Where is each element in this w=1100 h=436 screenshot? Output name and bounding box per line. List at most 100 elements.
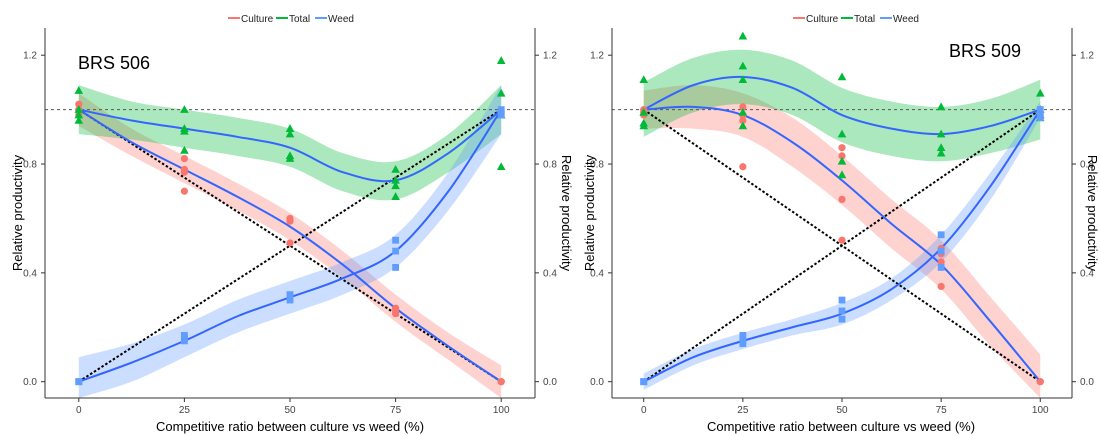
data-point-weed — [1036, 106, 1044, 114]
fit-line-culture — [78, 108, 502, 383]
y-tick-label: 0.8 — [590, 160, 604, 171]
x-tick-label: 100 — [1032, 405, 1049, 416]
chart-brs-509: Culture Total Weed 0 25 50 75 100 0.0 0.0 0.4 0.… — [582, 14, 1100, 434]
data-point-total — [496, 162, 506, 171]
data-point-culture — [937, 258, 945, 266]
y-tick-label: 0.0 — [23, 377, 37, 388]
data-point-total — [837, 129, 847, 138]
data-point-culture — [739, 103, 747, 111]
data-point-total — [738, 107, 748, 116]
data-point-total — [738, 61, 748, 70]
data-point-weed — [392, 264, 400, 271]
data-point-weed — [739, 340, 747, 347]
data-point-total — [496, 88, 506, 97]
x-tick-label: 25 — [737, 405, 749, 416]
data-point-total — [74, 110, 84, 119]
x-axis-title-right: Competitive ratio between culture vs wee… — [707, 419, 975, 434]
secondary-y-tick-label: 0.8 — [543, 160, 557, 171]
chart-brs-506: Culture Total Weed 0 25 50 75 100 0.0 0.0 0.4 0.… — [10, 14, 574, 434]
y-tick-label: 0.4 — [590, 268, 604, 279]
x-tick-label: 50 — [836, 405, 848, 416]
panel-label-brs-506: BRS 506 — [78, 53, 150, 73]
data-point-total — [180, 145, 189, 154]
secondary-y-tick-label: 1.2 — [543, 51, 557, 62]
data-point-total — [285, 124, 295, 132]
fit-line-total — [78, 108, 502, 183]
data-point-total — [936, 143, 946, 152]
fit-line-total — [643, 75, 1041, 136]
secondary-y-tick-label: 1.2 — [1080, 51, 1094, 62]
legend-label-culture: Culture — [241, 14, 274, 25]
data-point-culture — [497, 378, 505, 386]
legend-right: Culture Total Weed — [793, 14, 919, 25]
data-point-weed — [937, 231, 945, 239]
data-point-total — [837, 156, 847, 165]
data-point-total — [285, 129, 295, 138]
data-point-weed — [392, 236, 400, 244]
data-point-total — [837, 170, 847, 179]
secondary-y-tick-label: 0.4 — [543, 268, 557, 279]
data-point-culture — [838, 195, 846, 203]
data-point-total — [639, 121, 649, 130]
data-point-total — [738, 75, 748, 83]
data-point-weed — [838, 296, 846, 304]
legend-label-culture: Culture — [806, 14, 839, 25]
data-point-total — [837, 72, 847, 81]
axis-ticks-left: 0 25 50 75 100 0.0 0.0 0.4 0.4 0.8 0.8 1.2 1.2 — [23, 51, 557, 416]
data-point-culture — [838, 144, 846, 152]
secondary-y-tick-label: 0.0 — [1080, 377, 1094, 388]
data-point-weed — [937, 247, 945, 255]
y-tick-label: 1.2 — [590, 51, 604, 62]
x-tick-label: 25 — [179, 405, 191, 416]
data-point-total — [391, 192, 400, 200]
data-point-weed — [838, 307, 846, 315]
panel-label-brs-509: BRS 509 — [949, 41, 1021, 61]
data-point-total — [738, 31, 748, 40]
data-point-total — [936, 102, 946, 111]
data-point-total — [180, 126, 189, 135]
data-point-culture — [180, 187, 188, 195]
plot-area-left — [45, 56, 535, 398]
confidence-band-culture — [643, 85, 1041, 398]
data-point-total — [496, 56, 506, 64]
x-axis-title-left: Competitive ratio between culture vs wee… — [156, 419, 424, 434]
data-point-total — [936, 129, 946, 138]
secondary-y-tick-label: 0.8 — [1080, 160, 1094, 171]
y-tick-label: 0.0 — [590, 377, 604, 388]
data-point-weed — [1036, 114, 1044, 122]
expected-line-weed — [78, 108, 502, 383]
data-point-total — [1035, 88, 1045, 97]
data-point-weed — [286, 296, 294, 304]
expected-line-culture — [78, 108, 502, 383]
x-tick-label: 0 — [76, 405, 82, 416]
x-tick-label: 75 — [936, 405, 948, 416]
x-tick-label: 100 — [493, 405, 510, 416]
x-tick-label: 0 — [641, 405, 647, 416]
data-point-culture — [838, 152, 846, 160]
data-point-culture — [838, 236, 846, 244]
data-point-weed — [497, 111, 505, 119]
axis-ticks-right: 0 25 50 75 100 0.0 0.0 0.4 0.4 0.8 0.8 1.2 1.2 — [590, 51, 1094, 416]
data-point-total — [391, 181, 400, 190]
data-point-culture — [180, 154, 188, 163]
data-point-culture — [286, 239, 294, 247]
data-point-total — [285, 154, 295, 162]
data-point-total — [936, 148, 946, 157]
data-point-total — [74, 116, 84, 124]
data-point-total — [639, 107, 649, 116]
data-point-culture — [739, 163, 747, 171]
expected-line-weed — [643, 108, 1041, 383]
data-point-culture — [392, 310, 400, 318]
plot-area-right — [612, 31, 1072, 398]
y-axis-title-secondary-right-panel: Relative productivity — [1085, 155, 1100, 272]
data-point-weed — [739, 332, 747, 339]
data-point-culture — [1036, 378, 1044, 386]
x-tick-label: 75 — [390, 405, 402, 416]
y-axis-title-left-right-panel: Relative productivity — [582, 154, 597, 271]
legend-label-total: Total — [289, 14, 310, 25]
y-tick-label: 0.8 — [23, 160, 37, 171]
legend-label-total: Total — [854, 14, 875, 25]
data-point-total — [74, 86, 84, 94]
